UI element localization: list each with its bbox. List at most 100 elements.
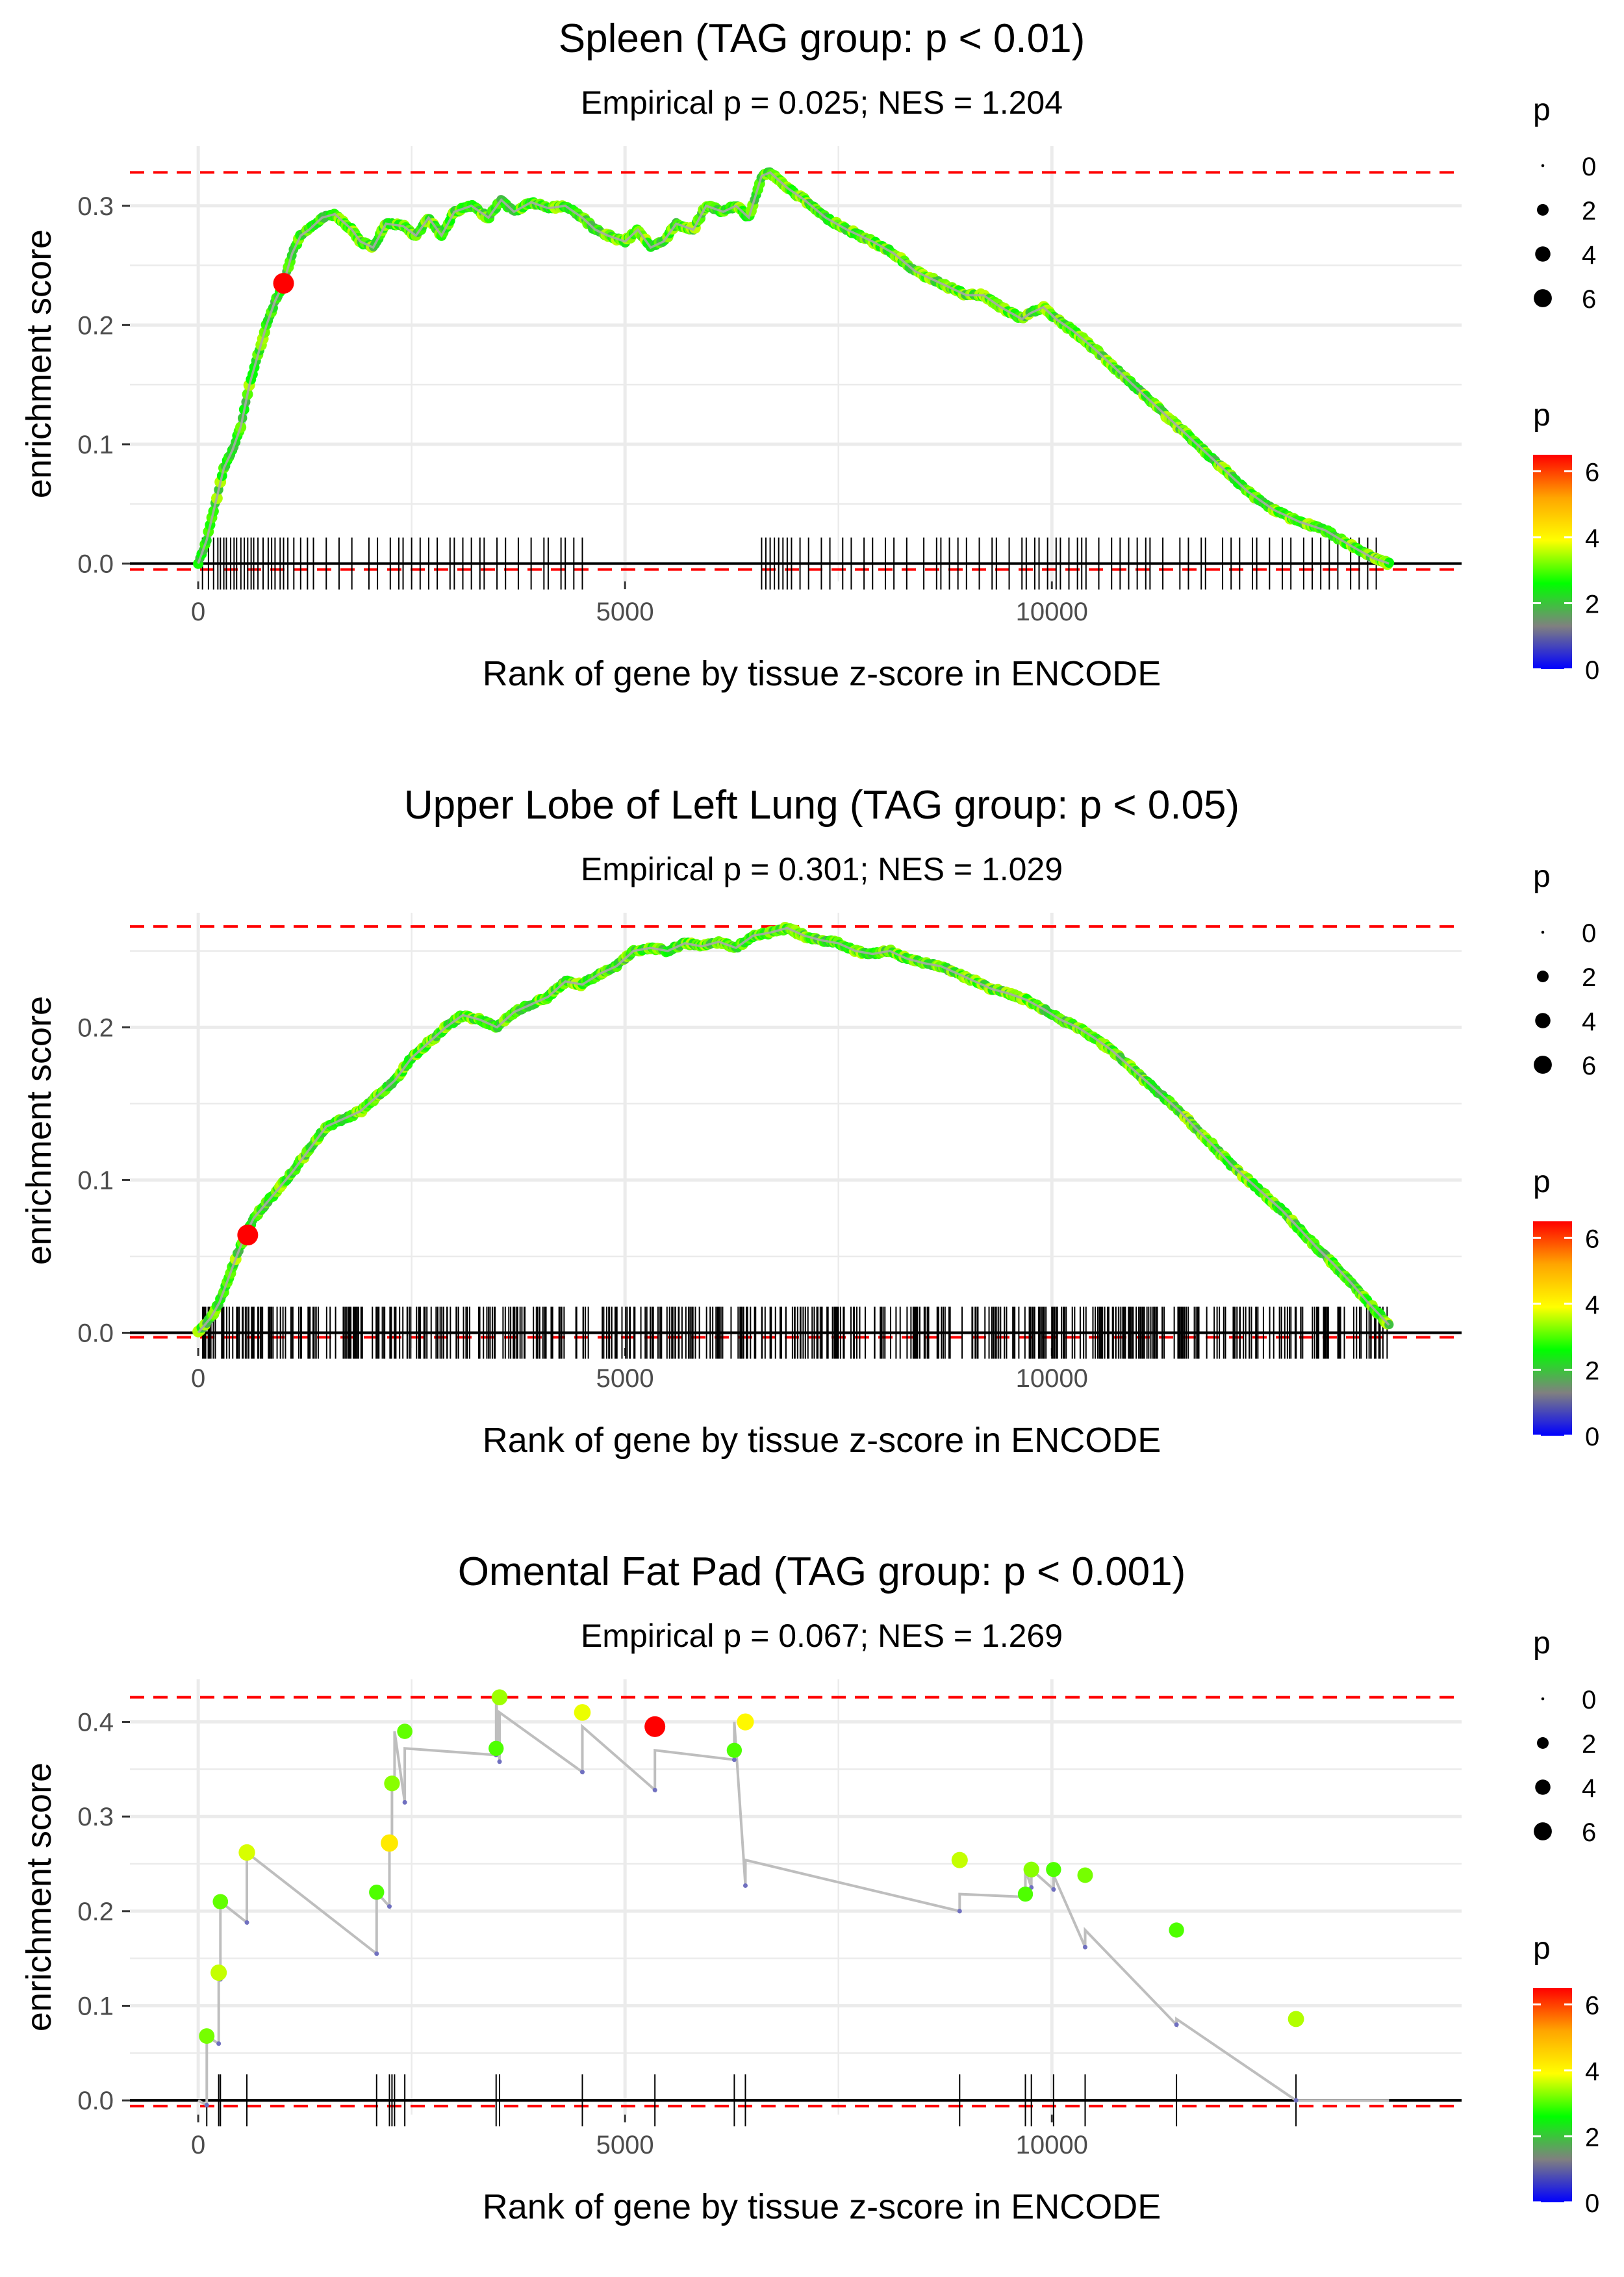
y-axis-title: enrichment score — [19, 229, 58, 498]
y-tick-label: 0.2 — [77, 311, 114, 340]
size-legend-label: 0 — [1582, 1686, 1596, 1714]
color-legend-label: 4 — [1585, 2057, 1599, 2086]
color-legend-label: 2 — [1585, 2123, 1599, 2152]
color-legend-bar — [1533, 1988, 1572, 2202]
color-legend-label: 2 — [1585, 1356, 1599, 1385]
x-tick-label: 5000 — [596, 2131, 654, 2159]
size-legend-title: p — [1533, 93, 1551, 127]
color-legend-bar — [1533, 455, 1572, 669]
y-axis-title: enrichment score — [19, 996, 58, 1265]
size-legend-title: p — [1533, 1626, 1551, 1660]
size-legend-label: 6 — [1582, 1818, 1596, 1847]
size-legend-dot — [1534, 289, 1552, 307]
enrichment-point-small — [497, 1759, 502, 1764]
size-legend-label: 4 — [1582, 241, 1596, 270]
enrichment-point-small — [1174, 2022, 1179, 2028]
size-legend-dot — [1535, 1779, 1551, 1795]
size-legend-label: 0 — [1582, 153, 1596, 181]
color-legend-bar — [1533, 1221, 1572, 1436]
x-tick-label: 0 — [191, 2131, 205, 2159]
size-legend-label: 6 — [1582, 285, 1596, 314]
size-legend-dot — [1534, 1056, 1552, 1074]
y-tick-label: 0.3 — [77, 192, 114, 221]
enrichment-point — [369, 1885, 385, 1900]
enrichment-point — [397, 1724, 412, 1739]
enrichment-curve-shadow — [195, 924, 1392, 1336]
enrichment-point-small — [204, 2102, 209, 2107]
chart-title: Upper Lobe of Left Lung (TAG group: p < … — [404, 783, 1239, 828]
color-legend-label: 4 — [1585, 524, 1599, 553]
y-tick-label: 0.0 — [77, 550, 114, 578]
size-legend-label: 2 — [1582, 1730, 1596, 1759]
chart-subtitle: Empirical p = 0.025; NES = 1.204 — [581, 84, 1063, 121]
chart-panel-1: Spleen (TAG group: p < 0.01) Empirical p … — [19, 16, 1599, 693]
enrichment-point-small — [374, 1951, 379, 1956]
y-tick-label: 0.1 — [77, 1992, 114, 2021]
enrichment-curve — [197, 1697, 1389, 2107]
enrichment-curve — [197, 926, 1390, 1334]
size-legend-dot — [1537, 971, 1549, 982]
enrichment-point — [951, 1851, 968, 1868]
enrichment-point-small — [387, 1904, 392, 1909]
enrichment-point — [1023, 1861, 1039, 1877]
enrichment-point — [737, 1713, 754, 1731]
enrichment-point — [574, 1704, 591, 1721]
color-legend-label: 0 — [1585, 656, 1599, 685]
enrichment-point — [1288, 2011, 1304, 2028]
enrichment-point — [1169, 1922, 1184, 1938]
y-tick-label: 0.1 — [77, 1166, 114, 1195]
color-legend-label: 0 — [1585, 2189, 1599, 2218]
enrichment-point-small — [742, 1883, 748, 1889]
chart-panel-2: Upper Lobe of Left Lung (TAG group: p < … — [19, 783, 1599, 1460]
enrichment-point — [1046, 1862, 1061, 1877]
enrichment-point — [381, 1834, 398, 1852]
y-tick-label: 0.3 — [77, 1803, 114, 1831]
color-legend-label: 2 — [1585, 590, 1599, 618]
size-legend-dot — [1541, 1697, 1545, 1701]
y-tick-label: 0.4 — [77, 1709, 114, 1737]
enrichment-point-small — [1293, 2098, 1299, 2103]
size-legend-dot — [1534, 1822, 1552, 1840]
x-tick-label: 0 — [191, 1364, 205, 1393]
enrichment-point-small — [579, 1770, 585, 1775]
chart-subtitle: Empirical p = 0.301; NES = 1.029 — [581, 851, 1063, 887]
enrichment-point — [210, 1964, 227, 1981]
enrichment-point-small — [957, 1909, 962, 1914]
y-tick-label: 0.2 — [77, 1013, 114, 1042]
color-legend-label: 6 — [1585, 458, 1599, 487]
enrichment-point-small — [731, 1757, 737, 1762]
enrichment-point — [1077, 1867, 1093, 1883]
size-legend-label: 2 — [1582, 963, 1596, 992]
enrichment-point-small — [216, 2041, 222, 2046]
color-legend-label: 6 — [1585, 1991, 1599, 2020]
enrichment-point — [488, 1740, 504, 1756]
enrichment-point-small — [652, 1787, 657, 1792]
y-tick-label: 0.2 — [77, 1898, 114, 1926]
chart-subtitle: Empirical p = 0.067; NES = 1.269 — [581, 1618, 1063, 1654]
enrichment-point-small — [1082, 1944, 1087, 1950]
enrichment-curve — [197, 171, 1389, 565]
chart-title: Spleen (TAG group: p < 0.01) — [559, 16, 1085, 61]
x-tick-label: 10000 — [1016, 598, 1088, 626]
y-tick-label: 0.0 — [77, 2087, 114, 2115]
chart-panel-3: Omental Fat Pad (TAG group: p < 0.001) Em… — [19, 1549, 1599, 2226]
x-tick-label: 5000 — [596, 1364, 654, 1393]
highlight-point — [237, 1225, 259, 1246]
enrichment-point — [491, 1689, 508, 1705]
highlight-point — [644, 1716, 666, 1737]
x-axis-title: Rank of gene by tissue z-score in ENCODE — [483, 1421, 1161, 1460]
size-legend-label: 4 — [1582, 1008, 1596, 1036]
enrichment-point — [212, 1894, 229, 1910]
x-tick-label: 10000 — [1016, 2131, 1088, 2159]
size-legend-label: 2 — [1582, 197, 1596, 225]
chart-title: Omental Fat Pad (TAG group: p < 0.001) — [458, 1549, 1186, 1594]
enrichment-point — [238, 1844, 255, 1861]
y-axis-title: enrichment score — [19, 1762, 58, 2031]
y-tick-label: 0.1 — [77, 431, 114, 459]
x-tick-label: 0 — [191, 598, 205, 626]
size-legend-label: 6 — [1582, 1052, 1596, 1080]
size-legend-dot — [1535, 1013, 1551, 1028]
enrichment-point — [1017, 1886, 1034, 1902]
size-legend-dot — [1541, 930, 1545, 934]
